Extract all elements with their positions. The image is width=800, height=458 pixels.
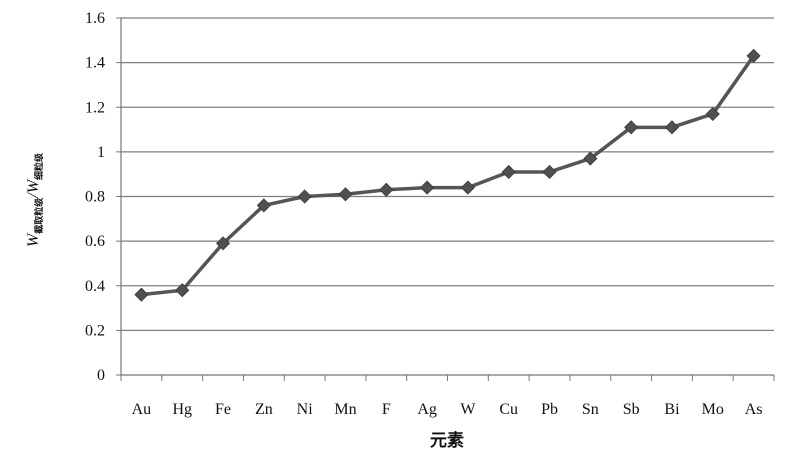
data-point (664, 120, 680, 135)
data-point (460, 180, 475, 195)
y-tick-label: 1.4 (85, 55, 105, 72)
x-tick-label: Pb (541, 401, 558, 418)
x-tick-label: Au (132, 401, 152, 418)
x-tick-label: Ag (417, 401, 437, 418)
y-axis-title: W截取粒级/W细粒级 (25, 152, 45, 247)
x-tick-label: As (745, 401, 763, 418)
data-point (746, 48, 761, 63)
x-tick-label: W (460, 401, 476, 418)
x-axis-ticks: Au Hg Fe Zn Ni Mn F Ag W Cu Pb Sn Sb Bi Mo As (120, 375, 775, 418)
data-point (175, 283, 190, 298)
svg-text:W截取粒级/W细粒级: W截取粒级/W细粒级 (25, 152, 45, 247)
x-tick-label: Bi (664, 401, 680, 418)
data-point (705, 106, 720, 122)
y-tick-label: 1 (97, 144, 105, 161)
y-tick-label: 1.2 (85, 99, 105, 116)
y-tick-label: 0.6 (85, 233, 105, 250)
x-tick-label: F (382, 401, 391, 418)
x-tick-label: Mo (702, 401, 724, 418)
data-series (134, 48, 761, 302)
x-tick-label: Fe (215, 401, 231, 418)
x-tick-label: Sn (582, 401, 599, 418)
data-point (379, 182, 394, 197)
y-axis-title-sub1: 截取粒级 (33, 197, 45, 234)
data-point (501, 164, 516, 180)
x-tick-label: Sb (623, 401, 640, 418)
axes (120, 18, 774, 376)
data-point (583, 151, 598, 166)
x-axis-title: 元素 (430, 431, 464, 451)
data-point (297, 189, 312, 204)
x-tick-label: Mn (334, 401, 356, 418)
y-tick-label: 0.2 (85, 322, 105, 339)
y-tick-label: 0.8 (85, 189, 105, 206)
x-tick-label: Zn (255, 401, 273, 418)
gridlines (121, 17, 774, 331)
y-axis-title-w1: W (25, 232, 42, 247)
data-point (624, 120, 639, 135)
x-tick-label: Ni (297, 401, 314, 418)
x-tick-label: Hg (172, 401, 192, 418)
y-axis-ticks: 0 0.2 0.4 0.6 0.8 1 1.2 1.4 1.6 (85, 10, 121, 384)
y-tick-label: 1.6 (85, 10, 105, 27)
data-point (256, 198, 271, 213)
y-axis-title-sub2: 细粒级 (33, 152, 45, 180)
y-axis-title-w2: W (25, 178, 42, 193)
data-point (338, 187, 353, 202)
y-tick-label: 0 (97, 367, 105, 384)
data-point (134, 287, 149, 302)
series-line (141, 54, 756, 297)
data-point (420, 180, 435, 195)
data-point (542, 164, 557, 180)
data-point (215, 236, 231, 251)
y-axis-title-slash: / (25, 192, 42, 199)
x-tick-label: Cu (499, 401, 518, 418)
y-tick-label: 0.4 (85, 278, 105, 295)
